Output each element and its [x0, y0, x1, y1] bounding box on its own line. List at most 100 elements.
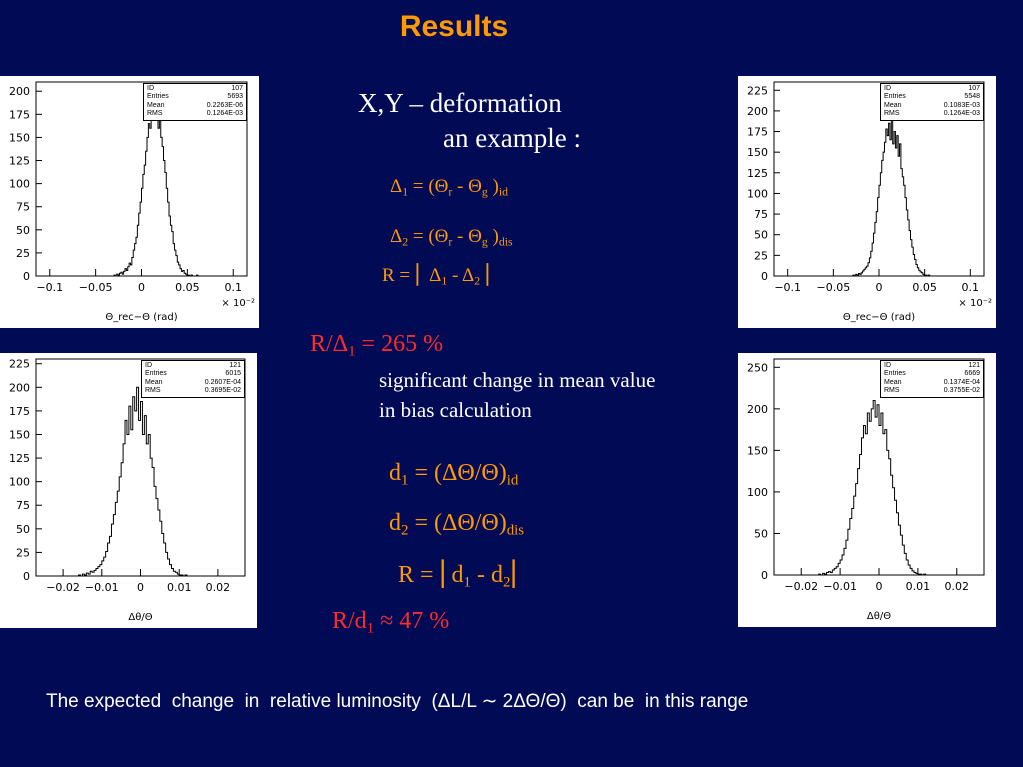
stats-box: ID 121 Entries 6669 Mean 0.1374E-04 RMS 0.3755E…: [880, 360, 984, 398]
y-tick-label: 50: [16, 224, 30, 237]
x-tick-label: 0: [137, 581, 144, 594]
histogram-bin: [157, 112, 158, 276]
histogram-bin: [856, 484, 858, 575]
stats-row: Mean 0.2263E-06: [147, 102, 243, 110]
y-tick-label: 200: [747, 105, 768, 118]
histogram-bin: [117, 491, 119, 576]
y-tick-label: 75: [16, 201, 30, 214]
stats-value: 0.2607E-04: [204, 378, 241, 386]
y-tick-label: 50: [754, 229, 768, 242]
histogram-bin: [150, 128, 151, 276]
x-axis-label: Δθ/Θ: [128, 612, 152, 623]
histogram-bin: [154, 486, 156, 576]
stats-value: 0.2263E-06: [206, 101, 243, 109]
y-tick-label: 125: [9, 452, 30, 465]
y-tick-label: 0: [23, 270, 30, 283]
histogram-bin: [127, 434, 129, 576]
formula-sub: r: [448, 235, 453, 249]
heading-line1: X,Y – deformation: [358, 88, 562, 118]
y-tick-label: 150: [747, 146, 768, 159]
y-tick-label: 150: [9, 131, 30, 144]
stats-key: Mean: [884, 378, 902, 386]
formula-sub: 1: [402, 185, 409, 199]
x-tick-label: −0.01: [823, 580, 857, 593]
y-tick-label: 25: [754, 249, 768, 262]
x-tick-label: 0.05: [175, 281, 200, 294]
formula-sub: 1: [366, 620, 375, 637]
x-axis-label: Δθ/Θ: [867, 611, 891, 622]
histogram-bin: [875, 417, 877, 575]
stats-value: 0.3755E-02: [943, 387, 980, 395]
formula-sub: 1: [441, 274, 448, 288]
stats-value: 107: [231, 85, 243, 92]
histogram-bin: [893, 144, 894, 276]
y-tick-label: 225: [747, 84, 768, 97]
stats-row: RMS 0.1264E-03: [884, 110, 980, 118]
stats-value: 0.1264E-03: [206, 110, 243, 118]
stats-key: Entries: [884, 370, 906, 378]
note-line2: in bias calculation: [379, 398, 532, 422]
x-tick-label: 0.1: [962, 281, 980, 294]
histogram-bin: [121, 463, 123, 576]
histogram-bin: [170, 225, 171, 276]
stats-row: Mean 0.1374E-04: [884, 379, 980, 387]
histogram-bin: [147, 137, 148, 276]
histogram-bin: [893, 488, 895, 575]
formula-text: - Θ: [452, 226, 482, 247]
stats-row: ID 121: [145, 362, 241, 370]
formula-text: = 265 %: [355, 331, 444, 357]
histogram-bin: [148, 124, 149, 276]
x-tick-label: −0.05: [816, 281, 850, 294]
x-tick-label: −0.01: [85, 581, 119, 594]
formula-r-delta: R = ⎢ Δ1 - Δ2 ⎢: [382, 264, 494, 289]
histogram-bin: [126, 270, 127, 276]
histogram-bin: [92, 572, 94, 576]
histogram-bin: [123, 444, 125, 576]
histogram-bin: [890, 140, 891, 276]
histogram-bin: [119, 477, 121, 576]
y-tick-label: 125: [747, 167, 768, 180]
x-tick-label: 0: [138, 281, 145, 294]
y-tick-label: 100: [9, 178, 30, 191]
formula-delta2: Δ2 = (Θr - Θg )dis: [390, 226, 513, 250]
histogram-bin: [135, 411, 137, 576]
histogram-bin: [902, 177, 903, 276]
histogram-bin: [885, 430, 887, 575]
histogram-bin: [881, 413, 883, 575]
stats-key: Entries: [147, 93, 169, 101]
formula-text: = (ΔΘ/Θ): [408, 510, 507, 536]
stats-key: Mean: [145, 378, 163, 386]
histogram-bin: [139, 420, 141, 576]
formula-text: d: [389, 460, 401, 486]
y-tick-label: 75: [16, 499, 30, 512]
formula-text: R/d: [332, 608, 367, 634]
formula-text: R = ⎢d: [398, 562, 464, 588]
stats-value: 107: [968, 85, 980, 92]
histogram-panel-bottom-right: 0 50 100 150 200 250 −0.02 −0.01 0 0.01 0.02 Δθ/Θ I…: [738, 353, 996, 627]
heading-line2: an example :: [443, 123, 581, 153]
histogram-bin: [873, 401, 875, 575]
formula-sub: 1: [463, 574, 471, 591]
histogram-bin: [879, 425, 881, 575]
stats-key: ID: [145, 362, 152, 369]
formula-text: = (Θ: [408, 176, 449, 197]
y-tick-label: 250: [747, 361, 768, 374]
stats-key: ID: [147, 85, 154, 92]
histogram-bin: [144, 165, 145, 276]
stats-value: 121: [968, 362, 980, 369]
formula-d1: d1 = (ΔΘ/Θ)id: [389, 460, 518, 489]
y-tick-label: 200: [747, 403, 768, 416]
histogram-bin: [882, 160, 883, 276]
formula-sub: 2: [402, 235, 409, 249]
histogram-bin: [153, 105, 154, 276]
histogram-bin: [877, 405, 879, 575]
formula-text: ⎢: [510, 562, 523, 588]
y-tick-label: 150: [747, 444, 768, 457]
formula-sub: id: [506, 472, 519, 489]
stats-row: ID 121: [884, 362, 980, 370]
stats-row: RMS 0.1264E-03: [147, 110, 243, 118]
y-tick-label: 0: [761, 569, 768, 582]
histogram-panel-top-left: 0 25 50 75 100 125 150 175 200 −0.1 −0.05 0 0.05 0.1 ×…: [0, 76, 259, 328]
histogram-bin: [869, 421, 871, 575]
histogram-chart: 0 25 50 75 100 125 150 175 200 −0.1 −0.05 0 0.05 0.1 ×…: [9, 81, 255, 323]
